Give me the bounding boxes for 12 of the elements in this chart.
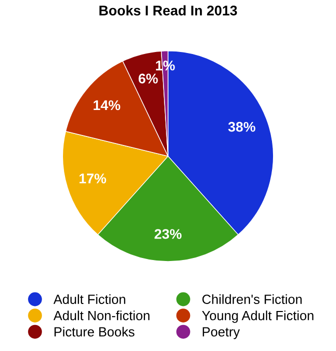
legend-label: Children's Fiction (202, 294, 302, 304)
data-label: 14% (94, 100, 120, 110)
legend-label: Poetry (202, 327, 240, 340)
data-label: 38% (228, 122, 256, 132)
legend-label: Young Adult Fiction (202, 310, 314, 323)
data-label: 6% (138, 74, 158, 84)
legend-label: Picture Books (54, 326, 134, 337)
data-label: 17% (80, 174, 106, 184)
legend-label: Adult Non-fiction (53, 310, 150, 320)
chart-title: Books I Read In 2013 (99, 5, 237, 16)
legend-label: Adult Fiction (53, 294, 126, 304)
data-label: 23% (154, 229, 182, 239)
